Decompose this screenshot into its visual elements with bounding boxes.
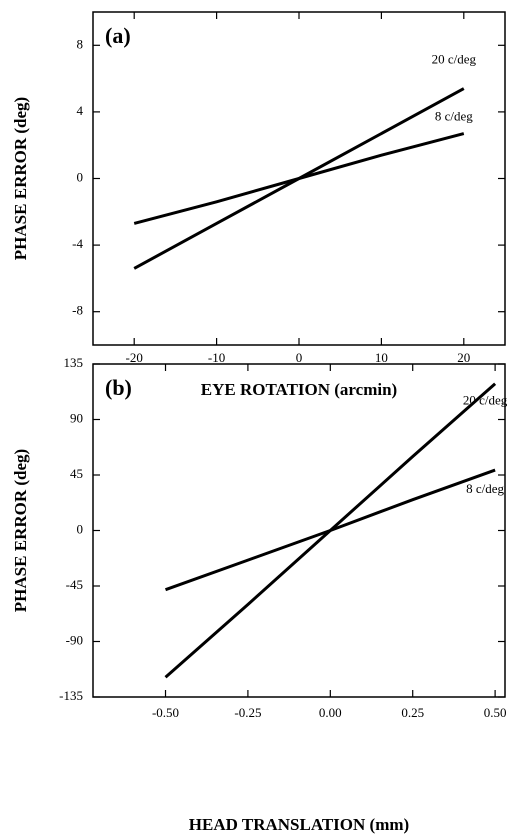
plot-frame: [92, 363, 506, 698]
y-tick-label: 45: [70, 466, 83, 481]
x-tick-label: 20: [457, 350, 470, 365]
x-axis-title: EYE ROTATION (arcmin): [201, 380, 397, 399]
series-label: 8 c/deg: [466, 481, 504, 496]
y-axis-title: PHASE ERROR (deg): [11, 449, 30, 612]
x-tick-label: -20: [126, 350, 143, 365]
y-tick-label: 135: [64, 355, 84, 370]
y-tick-label: 0: [77, 169, 84, 184]
series-label: 20 c/deg: [432, 52, 477, 67]
x-tick-label: -10: [208, 350, 225, 365]
x-axis-title: HEAD TRANSLATION (mm): [189, 815, 409, 834]
x-tick-label: -0.25: [234, 705, 261, 720]
data-line: [133, 132, 465, 225]
y-tick-label: 4: [77, 103, 84, 118]
series-label: 20 c/deg: [463, 393, 508, 408]
y-tick-label: -4: [72, 236, 83, 251]
data-line: [165, 468, 496, 592]
y-tick-label: 8: [77, 36, 84, 51]
series-label: 8 c/deg: [435, 109, 473, 124]
y-axis-title: PHASE ERROR (deg): [11, 97, 30, 260]
x-tick-label: 0.50: [484, 705, 507, 720]
panel-label: (b): [105, 375, 132, 400]
y-tick-label: 0: [77, 521, 84, 536]
x-tick-label: -0.50: [152, 705, 179, 720]
x-tick-label: 0: [296, 350, 303, 365]
x-tick-label: 10: [375, 350, 388, 365]
x-tick-label: 0.25: [401, 705, 424, 720]
panel-label: (a): [105, 23, 131, 48]
y-tick-label: -135: [59, 688, 83, 703]
y-tick-label: -45: [66, 577, 83, 592]
x-tick-label: 0.00: [319, 705, 342, 720]
y-tick-label: -90: [66, 632, 83, 647]
y-tick-label: -8: [72, 303, 83, 318]
y-tick-label: 90: [70, 410, 83, 425]
